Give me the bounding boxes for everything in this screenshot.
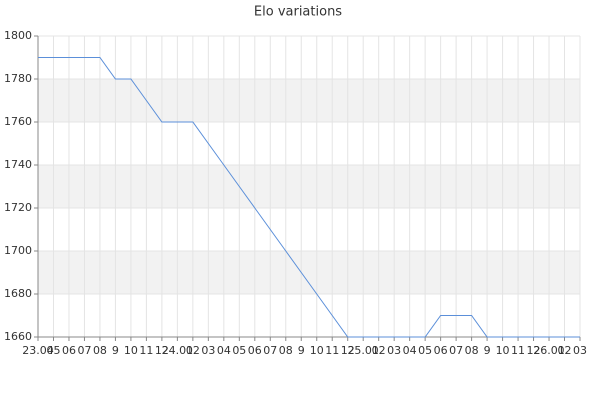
x-tick-label: 06	[248, 344, 262, 357]
y-tick-label: 1700	[4, 244, 32, 257]
y-tick-label: 1800	[4, 29, 32, 42]
x-tick-label: 25.01	[347, 344, 379, 357]
x-tick-label: 02	[186, 344, 200, 357]
x-tick-label: 08	[279, 344, 293, 357]
x-tick-label: 9	[298, 344, 305, 357]
y-tick-label: 1720	[4, 201, 32, 214]
x-tick-label: 10	[124, 344, 138, 357]
x-tick-label: 03	[573, 344, 587, 357]
x-tick-label: 05	[232, 344, 246, 357]
x-tick-label: 02	[372, 344, 386, 357]
y-tick-label: 1760	[4, 115, 32, 128]
x-tick-label: 9	[112, 344, 119, 357]
x-tick-label: 07	[449, 344, 463, 357]
x-tick-label: 26.01	[533, 344, 565, 357]
x-tick-label: 23.04	[22, 344, 54, 357]
x-tick-label: 07	[263, 344, 277, 357]
x-tick-label: 05	[418, 344, 432, 357]
x-tick-label: 12	[155, 344, 169, 357]
x-tick-label: 04	[403, 344, 417, 357]
chart-title: Elo variations	[254, 5, 342, 20]
x-tick-label: 02	[558, 344, 572, 357]
x-tick-label: 06	[62, 344, 76, 357]
x-tick-label: 11	[139, 344, 153, 357]
y-tick-label: 1780	[4, 72, 32, 85]
x-tick-label: 03	[387, 344, 401, 357]
x-tick-label: 10	[496, 344, 510, 357]
y-tick-label: 1740	[4, 158, 32, 171]
x-tick-label: 12	[527, 344, 541, 357]
x-tick-label: 9	[484, 344, 491, 357]
grid-band	[38, 165, 580, 208]
x-tick-label: 03	[201, 344, 215, 357]
x-tick-label: 07	[77, 344, 91, 357]
grid-band	[38, 79, 580, 122]
line-series	[38, 57, 580, 338]
y-tick-label: 1660	[4, 330, 32, 343]
x-tick-label: 08	[93, 344, 107, 357]
y-tick-label: 1680	[4, 287, 32, 300]
x-tick-label: 11	[325, 344, 339, 357]
x-tick-label: 06	[434, 344, 448, 357]
x-tick-label: 11	[511, 344, 525, 357]
x-tick-label: 04	[217, 344, 231, 357]
x-tick-label: 10	[310, 344, 324, 357]
x-tick-label: 08	[465, 344, 479, 357]
x-tick-label: 12	[341, 344, 355, 357]
x-tick-label: 05	[46, 344, 60, 357]
x-tick-label: 24.01	[162, 344, 194, 357]
grid-band	[38, 251, 580, 294]
